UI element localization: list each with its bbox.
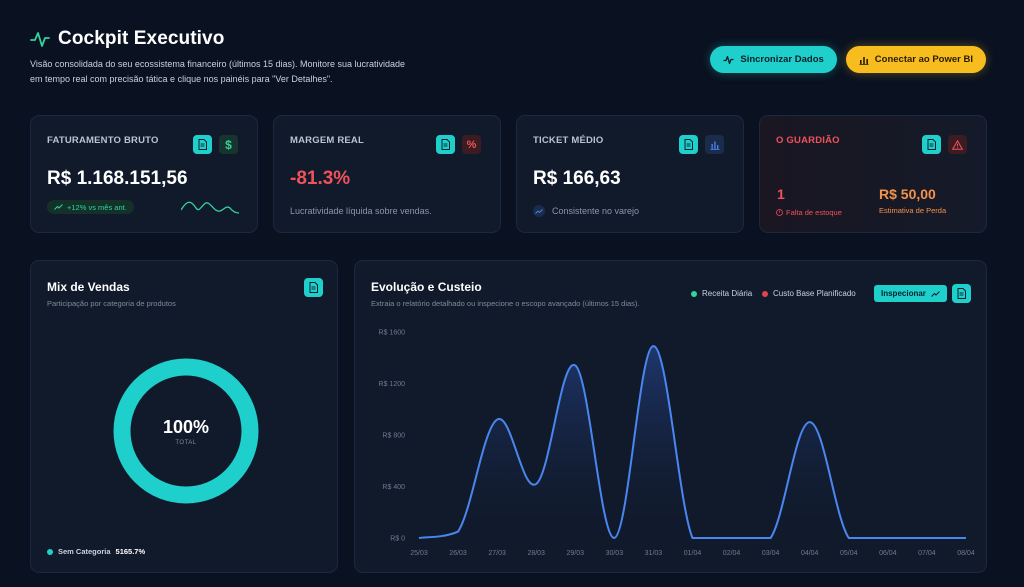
legend-value: 5165.7%	[115, 547, 146, 556]
donut-ring	[113, 358, 259, 504]
alert-circle-icon	[776, 209, 783, 216]
legend-dot	[47, 548, 53, 555]
y-tick-label: R$ 0	[390, 536, 405, 543]
page-title: Cockpit Executivo	[58, 28, 225, 49]
pulse-icon	[30, 32, 50, 47]
report-icon[interactable]	[304, 278, 323, 297]
donut-chart	[113, 358, 259, 504]
bar-chart-icon	[859, 56, 869, 65]
x-tick-label: 04/04	[801, 550, 819, 557]
trend-up-icon	[931, 290, 940, 297]
inspect-button[interactable]: Inspecionar	[874, 285, 947, 302]
warning-icon	[948, 135, 967, 154]
mix-legend-item: Sem Categoria 5165.7%	[47, 547, 145, 556]
kpi-value: -81.3%	[290, 168, 351, 189]
kpi-label: TICKET MÉDIO	[533, 135, 604, 146]
stock-shortage-value: 1	[777, 186, 785, 202]
y-tick-label: R$ 800	[382, 433, 405, 440]
connect-powerbi-button[interactable]: Conectar ao Power BI	[845, 46, 986, 73]
connect-powerbi-label: Conectar ao Power BI	[874, 54, 973, 65]
revenue-area	[419, 346, 966, 538]
legend-cost: Custo Base Planificado	[762, 289, 856, 298]
x-tick-label: 05/04	[840, 550, 858, 557]
report-icon[interactable]	[922, 135, 941, 154]
legend-name: Sem Categoria	[58, 547, 111, 556]
inspect-label: Inspecionar	[881, 289, 926, 298]
y-tick-label: R$ 1200	[379, 381, 406, 388]
evolution-chart: R$ 0 R$ 400 R$ 800 R$ 1200 R$ 1600 25/03 26/0…	[379, 330, 975, 558]
growth-badge: +12% vs mês ant.	[47, 200, 134, 214]
kpi-card-ticket[interactable]: TICKET MÉDIO R$ 166,63 Consistente no va…	[516, 115, 744, 233]
x-tick-label: 02/04	[723, 550, 741, 557]
kpi-label: O GUARDIÃO	[776, 135, 840, 146]
dollar-icon: $	[219, 135, 238, 154]
growth-badge-text: +12% vs mês ant.	[67, 202, 127, 212]
kpi-value: R$ 1.168.151,56	[47, 168, 188, 189]
kpi-note: Consistente no varejo	[552, 206, 640, 216]
report-icon[interactable]	[952, 284, 971, 303]
x-tick-label: 27/03	[488, 550, 506, 557]
panel-subtitle: Participação por categoria de produtos	[47, 299, 176, 308]
kpi-label: MARGEM REAL	[290, 135, 364, 146]
x-tick-label: 29/03	[567, 550, 585, 557]
x-tick-label: 06/04	[879, 550, 897, 557]
evolution-panel[interactable]: Evolução e Custeio Extraia o relatório d…	[354, 260, 987, 573]
x-tick-label: 08/04	[957, 550, 975, 557]
sales-mix-panel[interactable]: Mix de Vendas Participação por categoria…	[30, 260, 338, 573]
panel-title: Evolução e Custeio	[371, 280, 482, 294]
loss-estimate-label: Estimativa de Perda	[879, 206, 947, 215]
kpi-label: FATURAMENTO BRUTO	[47, 135, 159, 146]
x-tick-label: 28/03	[527, 550, 545, 557]
trend-up-icon	[533, 205, 545, 217]
y-tick-label: R$ 1600	[379, 330, 406, 337]
panel-subtitle: Extraia o relatório detalhado ou inspeci…	[371, 299, 640, 308]
kpi-card-revenue[interactable]: FATURAMENTO BRUTO $ R$ 1.168.151,56 +12%…	[30, 115, 258, 233]
stock-shortage-text: Falta de estoque	[786, 208, 842, 217]
legend-label: Receita Diária	[702, 289, 753, 298]
legend-revenue: Receita Diária	[691, 289, 752, 298]
loss-estimate-value: R$ 50,00	[879, 186, 936, 202]
kpi-note: Lucratividade líquida sobre vendas.	[290, 206, 432, 216]
panel-title: Mix de Vendas	[47, 280, 130, 294]
revenue-sparkline	[181, 201, 239, 214]
kpi-value: R$ 166,63	[533, 168, 621, 189]
x-tick-label: 30/03	[606, 550, 624, 557]
x-tick-label: 07/04	[918, 550, 936, 557]
x-tick-label: 31/03	[645, 550, 663, 557]
x-tick-label: 03/04	[762, 550, 780, 557]
kpi-card-margin[interactable]: MARGEM REAL % -81.3% Lucratividade líqui…	[273, 115, 501, 233]
percent-icon: %	[462, 135, 481, 154]
revenue-line	[418, 345, 966, 540]
donut-center-label: TOTAL	[175, 440, 197, 446]
legend-label: Custo Base Planificado	[773, 289, 856, 298]
stock-shortage-label: Falta de estoque	[776, 208, 842, 217]
bar-chart-icon	[705, 135, 724, 154]
header-actions: Sincronizar Dados Conectar ao Power BI	[710, 46, 986, 73]
legend-dot	[762, 290, 768, 297]
kpi-card-guardian[interactable]: O GUARDIÃO 1 Falta de estoque R$ 50,00 E…	[759, 115, 987, 233]
report-icon[interactable]	[436, 135, 455, 154]
report-icon[interactable]	[679, 135, 698, 154]
y-tick-label: R$ 400	[382, 484, 405, 491]
trend-up-icon	[54, 204, 63, 210]
legend-dot	[691, 290, 697, 297]
x-tick-label: 01/04	[684, 550, 702, 557]
x-tick-label: 25/03	[410, 550, 428, 557]
report-icon[interactable]	[193, 135, 212, 154]
donut-center-value: 100%	[162, 417, 210, 437]
sync-data-label: Sincronizar Dados	[740, 54, 824, 65]
page-subtitle: Visão consolidada do seu ecossistema fin…	[30, 59, 406, 84]
sync-data-button[interactable]: Sincronizar Dados	[710, 46, 837, 73]
x-tick-label: 26/03	[449, 550, 467, 557]
title-row: Cockpit Executivo	[30, 28, 994, 50]
pulse-icon	[723, 55, 734, 64]
page-header: Cockpit Executivo Visão consolidada do s…	[30, 28, 994, 98]
